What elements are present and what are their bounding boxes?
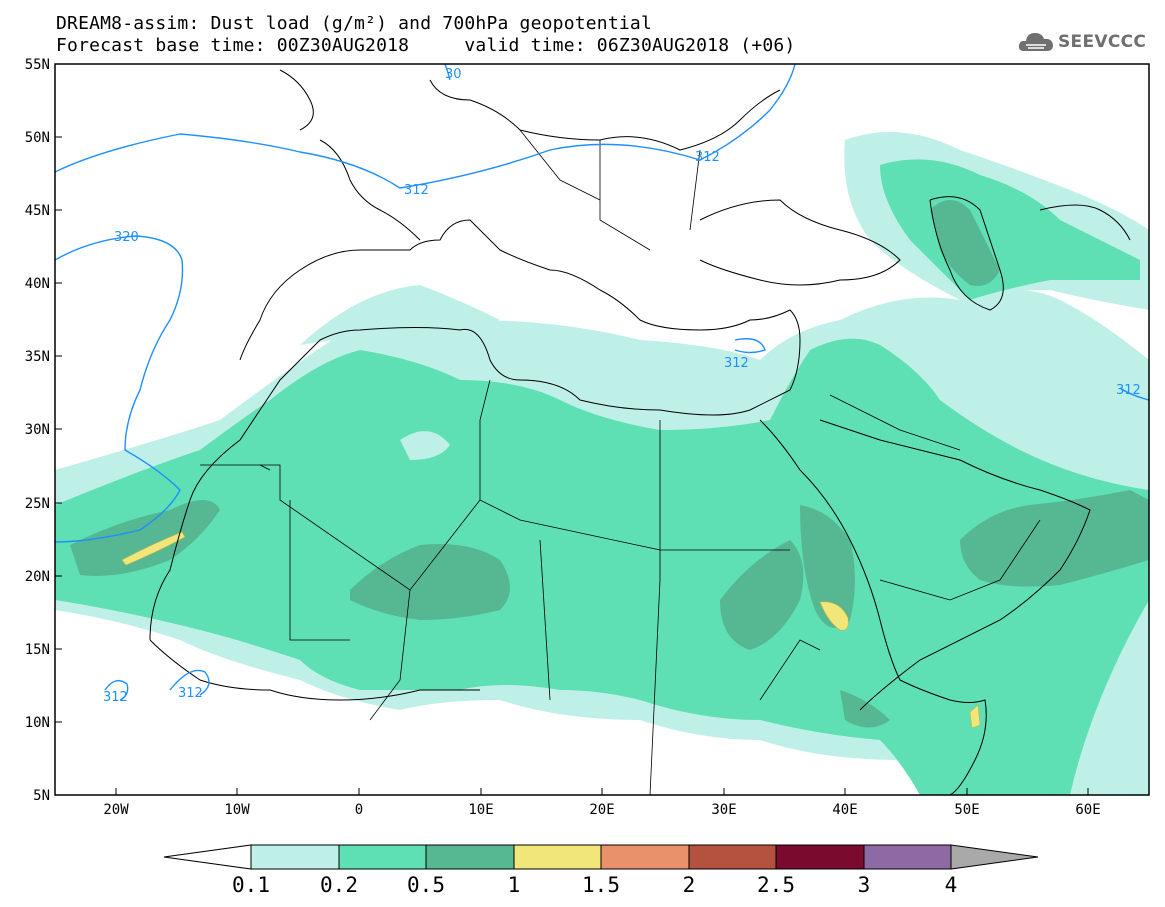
lat-label: 50N — [25, 130, 50, 146]
contour-label: 312 — [404, 183, 429, 198]
colorbar-label: 2.5 — [757, 873, 795, 897]
lat-label: 15N — [25, 642, 50, 658]
lat-label: 35N — [25, 349, 50, 365]
lon-label: 30E — [711, 802, 736, 818]
title-line-1: DREAM8-assim: Dust load (g/m²) and 700hP… — [56, 13, 652, 34]
lon-label: 0 — [355, 802, 363, 818]
contour-label: 312 — [724, 356, 749, 371]
colorbar-label: 0.5 — [407, 873, 445, 897]
colorbar-label: 1.5 — [582, 873, 620, 897]
title-line-2: Forecast base time: 00Z30AUG2018 valid t… — [56, 35, 796, 56]
contour-label: 312 — [178, 686, 203, 701]
brand-name: SEEVCCC — [1058, 32, 1147, 52]
dust-field-0.5 — [70, 200, 1149, 728]
lon-label: 20E — [589, 802, 614, 818]
lon-label: 10W — [224, 802, 250, 818]
lat-label: 30N — [25, 422, 50, 438]
lat-label: 40N — [25, 276, 50, 292]
geopotential-contours — [55, 64, 1149, 701]
map-area: 312 312 312 320 312 312 312 30 — [55, 64, 1149, 795]
colorbar-swatch — [425, 844, 515, 870]
colorbar-label: 0.1 — [232, 873, 270, 897]
colorbar-swatch — [513, 844, 602, 870]
longitude-labels: 20W 10W 0 10E 20E 30E 40E 50E 60E — [103, 802, 1100, 818]
colorbar-label: 4 — [945, 873, 958, 897]
seevccc-logo: SEEVCCC — [1018, 28, 1146, 56]
lat-label: 10N — [25, 715, 50, 731]
lon-label: 20W — [103, 802, 129, 818]
colorbar-labels: 0.1 0.2 0.5 1 1.5 2 2.5 3 4 — [232, 873, 957, 897]
cloud-logo-icon — [1018, 33, 1053, 51]
colorbar-label: 1 — [508, 873, 521, 897]
lat-label: 5N — [33, 788, 50, 804]
colorbar-swatch — [688, 844, 777, 870]
colorbar-label: 2 — [683, 873, 696, 897]
dust-field-0.2 — [55, 159, 1149, 795]
colorbar-swatch — [863, 844, 952, 870]
lat-label: 55N — [25, 57, 50, 73]
colorbar-over-arrow — [950, 844, 1039, 870]
lon-label: 10E — [468, 802, 493, 818]
contour-labels: 312 312 312 320 312 312 312 30 — [103, 67, 1141, 705]
lon-label: 50E — [954, 802, 979, 818]
colorbar-swatch — [775, 844, 865, 870]
contour-label: 312 — [1116, 383, 1141, 398]
lon-label: 40E — [832, 802, 857, 818]
contour-label: 320 — [114, 230, 139, 245]
lat-label: 20N — [25, 569, 50, 585]
colorbar-swatch — [338, 844, 427, 870]
dust-field-1 — [121, 531, 981, 729]
lat-label: 45N — [25, 203, 50, 219]
coastlines — [55, 69, 1131, 795]
latitude-labels: 55N 50N 45N 40N 35N 30N 25N 20N 15N 10N … — [25, 57, 50, 804]
colorbar-swatch — [600, 844, 690, 870]
colorbar — [163, 844, 1039, 870]
contour-label: 312 — [695, 150, 720, 165]
colorbar-label: 3 — [858, 873, 871, 897]
contour-label: 312 — [103, 690, 128, 705]
colorbar-swatch — [250, 844, 340, 870]
axis-ticks — [55, 63, 1089, 795]
lat-label: 25N — [25, 496, 50, 512]
contour-label: 30 — [445, 67, 462, 82]
colorbar-label: 0.2 — [320, 873, 358, 897]
lon-label: 60E — [1075, 802, 1100, 818]
colorbar-under-arrow — [163, 844, 252, 870]
borders — [200, 129, 1041, 795]
